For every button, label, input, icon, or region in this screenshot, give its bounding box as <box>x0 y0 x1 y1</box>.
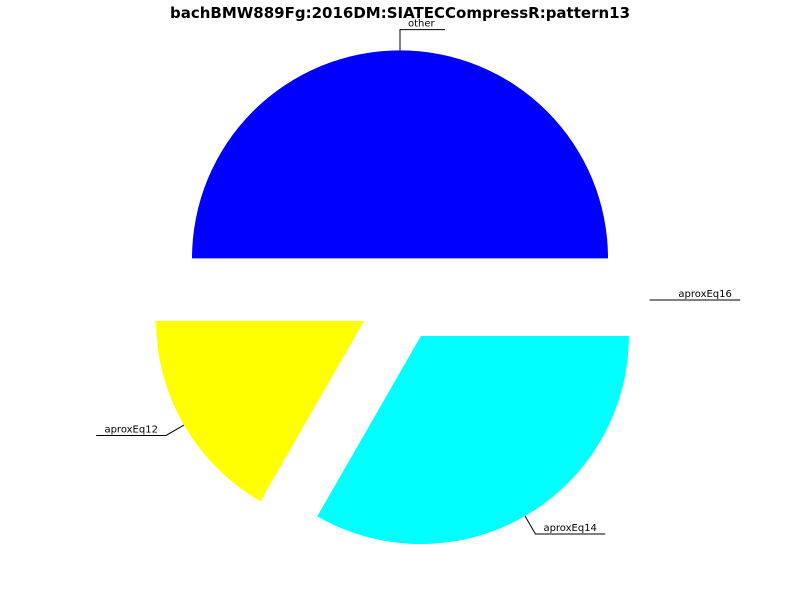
slice-aproxeq12 <box>155 320 364 502</box>
leader-line-other <box>399 29 445 51</box>
leader-line-aproxeq12 <box>96 424 185 436</box>
pie-slices <box>155 50 629 545</box>
pie-labels: other aproxEq12 aproxEq14 aproxEq16 <box>96 19 741 535</box>
slice-aproxeq14 <box>317 336 629 545</box>
slice-other <box>192 50 608 259</box>
slice-label-aproxeq12: aproxEq12 <box>104 424 158 435</box>
slice-label-aproxeq16: aproxEq16 <box>678 289 732 300</box>
chart-title: bachBMW889Fg:2016DM:SIATECCompressR:patt… <box>170 4 630 22</box>
slice-label-aproxeq14: aproxEq14 <box>543 523 597 534</box>
leader-line-aproxeq14 <box>524 515 606 535</box>
slice-label-other: other <box>408 19 436 30</box>
